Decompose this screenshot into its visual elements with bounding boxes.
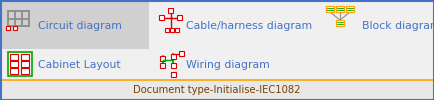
Text: Cable/harness diagram: Cable/harness diagram [186, 21, 312, 31]
Bar [10, 54, 18, 60]
Bar [21, 54, 29, 60]
Bar [179, 51, 184, 56]
Bar [168, 8, 173, 13]
Bar [326, 6, 334, 12]
Text: Cabinet Layout: Cabinet Layout [38, 60, 121, 70]
Bar [159, 15, 164, 20]
Bar [10, 61, 18, 67]
Bar [160, 56, 165, 61]
Bar [336, 6, 344, 12]
Bar [21, 61, 29, 67]
Bar [13, 26, 17, 30]
Bar [1, 1, 149, 49]
Bar [175, 28, 179, 32]
Bar [346, 6, 354, 12]
Bar [165, 28, 169, 32]
Bar [170, 28, 174, 32]
Text: Document type-Initialise-IEC1082: Document type-Initialise-IEC1082 [133, 85, 301, 95]
Bar [6, 26, 10, 30]
Bar [171, 63, 176, 68]
Bar [1, 80, 433, 99]
Bar [336, 20, 344, 26]
Bar [10, 68, 18, 74]
Bar [8, 52, 32, 76]
Text: Block diagram: Block diagram [362, 21, 434, 31]
Bar [177, 15, 182, 20]
Bar [160, 63, 165, 68]
Bar [171, 72, 176, 77]
Bar [21, 68, 29, 74]
Text: Wiring diagram: Wiring diagram [186, 60, 270, 70]
Text: Circuit diagram: Circuit diagram [38, 21, 122, 31]
Bar [171, 54, 176, 59]
